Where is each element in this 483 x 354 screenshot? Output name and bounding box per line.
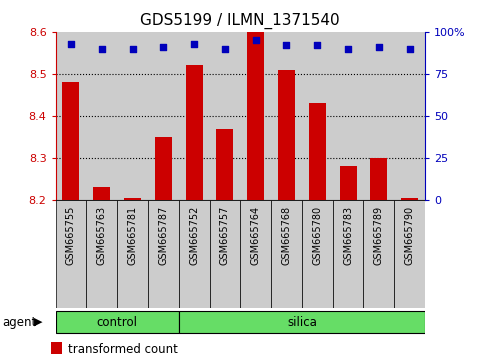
Text: GSM665755: GSM665755: [66, 205, 76, 265]
Point: [344, 46, 352, 52]
Text: GSM665790: GSM665790: [405, 205, 414, 264]
Text: GSM665757: GSM665757: [220, 205, 230, 265]
Bar: [148, 200, 179, 308]
Bar: [86, 32, 117, 200]
Point: [283, 42, 290, 48]
Text: GSM665781: GSM665781: [128, 205, 138, 264]
Text: GSM665752: GSM665752: [189, 205, 199, 265]
Bar: [247, 32, 264, 200]
Bar: [271, 32, 302, 200]
Bar: [56, 200, 86, 308]
Bar: [210, 32, 240, 200]
Bar: [124, 198, 141, 200]
Point: [98, 46, 106, 52]
Point: [221, 46, 229, 52]
Text: ▶: ▶: [34, 317, 43, 327]
Bar: [93, 187, 110, 200]
Bar: [278, 70, 295, 200]
Bar: [117, 200, 148, 308]
Bar: [210, 200, 240, 308]
Point: [190, 41, 198, 46]
Text: GSM665787: GSM665787: [158, 205, 168, 265]
Text: GSM665763: GSM665763: [97, 205, 107, 264]
Bar: [302, 200, 333, 308]
Point: [375, 44, 383, 50]
Bar: [302, 32, 333, 200]
Bar: [86, 200, 117, 308]
Text: GSM665780: GSM665780: [313, 205, 322, 264]
Bar: [340, 166, 356, 200]
Text: silica: silica: [287, 316, 317, 329]
Bar: [364, 200, 394, 308]
Bar: [271, 200, 302, 308]
Bar: [56, 32, 86, 200]
Bar: [394, 32, 425, 200]
Point: [406, 46, 413, 52]
Point: [159, 44, 167, 50]
Bar: [309, 103, 326, 200]
Bar: [155, 137, 172, 200]
Point: [128, 46, 136, 52]
Bar: [179, 311, 425, 333]
Bar: [370, 158, 387, 200]
Bar: [148, 32, 179, 200]
Bar: [364, 32, 394, 200]
Bar: [117, 32, 148, 200]
Text: control: control: [97, 316, 138, 329]
Text: agent: agent: [2, 316, 37, 329]
Text: GSM665768: GSM665768: [282, 205, 291, 264]
Point: [252, 38, 259, 43]
Text: GSM665764: GSM665764: [251, 205, 261, 264]
Bar: [401, 198, 418, 200]
Bar: [240, 32, 271, 200]
Bar: [240, 200, 271, 308]
Point: [313, 42, 321, 48]
Bar: [394, 200, 425, 308]
Bar: [62, 82, 79, 200]
Bar: [185, 65, 202, 200]
Text: transformed count: transformed count: [68, 343, 177, 354]
Bar: [51, 342, 62, 354]
Bar: [179, 32, 210, 200]
Text: GSM665789: GSM665789: [374, 205, 384, 264]
Point: [67, 41, 75, 46]
Bar: [56, 311, 179, 333]
Bar: [216, 129, 233, 200]
Title: GDS5199 / ILMN_1371540: GDS5199 / ILMN_1371540: [141, 13, 340, 29]
Bar: [333, 32, 364, 200]
Bar: [333, 200, 364, 308]
Bar: [179, 200, 210, 308]
Text: GSM665783: GSM665783: [343, 205, 353, 264]
